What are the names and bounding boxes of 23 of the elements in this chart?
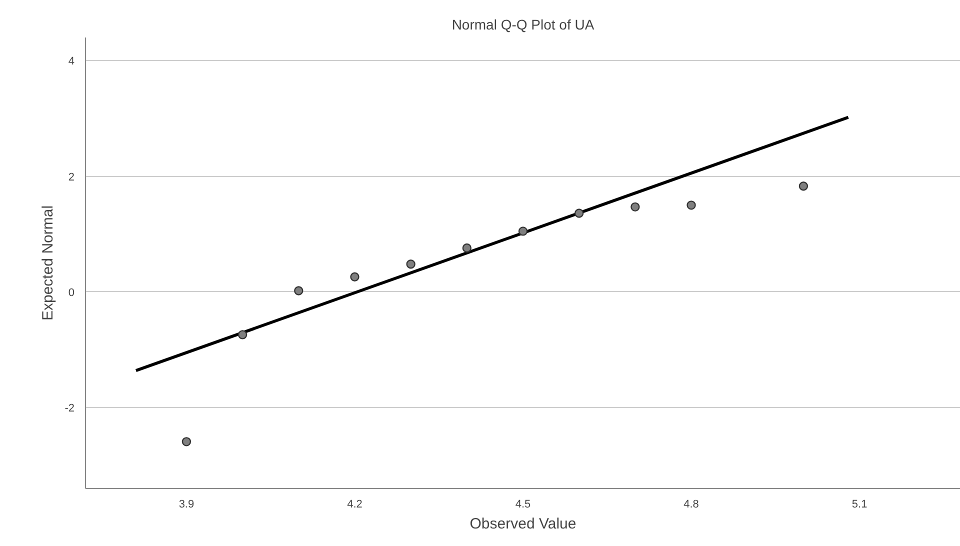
chart-title: Normal Q-Q Plot of UA bbox=[452, 16, 595, 32]
x-tick-label: 4.8 bbox=[684, 498, 699, 510]
point bbox=[294, 286, 304, 296]
point bbox=[630, 202, 640, 212]
point bbox=[462, 243, 472, 253]
point bbox=[350, 272, 360, 282]
point bbox=[518, 226, 528, 236]
x-tick-label: 4.5 bbox=[515, 498, 531, 510]
y-tick-label: 2 bbox=[68, 171, 75, 184]
point bbox=[686, 200, 696, 210]
y-tick-label: 4 bbox=[68, 56, 75, 68]
point bbox=[798, 182, 808, 191]
x-tick-label: 4.2 bbox=[347, 498, 362, 510]
point bbox=[182, 437, 192, 446]
y-tick-label: -2 bbox=[64, 402, 74, 415]
x-tick-label: 3.9 bbox=[178, 498, 194, 510]
point bbox=[574, 208, 584, 218]
x-axis-title: Observed Value bbox=[470, 516, 576, 532]
x-tick-label: 5.1 bbox=[852, 498, 868, 510]
y-tick-label: 0 bbox=[68, 286, 75, 299]
point bbox=[406, 260, 416, 269]
point bbox=[238, 330, 248, 340]
y-axis-title: Expected Normal bbox=[40, 205, 57, 321]
